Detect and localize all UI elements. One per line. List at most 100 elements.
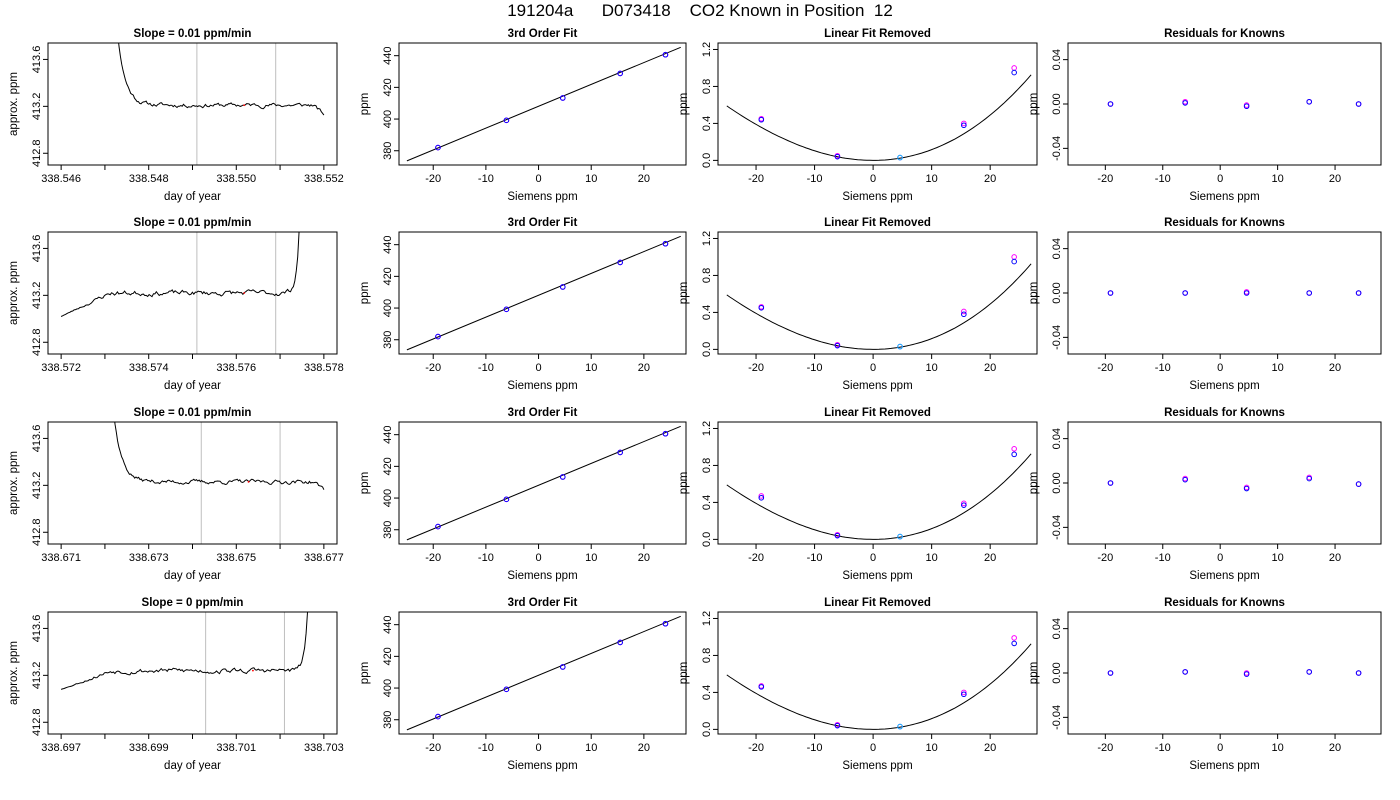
data-point-blue (617, 70, 623, 77)
plot-frame (47, 611, 338, 735)
data-point-blue (1182, 476, 1188, 483)
fit-curve (726, 263, 1032, 350)
x-tick-label: 0 (870, 552, 876, 564)
x-axis-label: Siemens ppm (1189, 380, 1259, 392)
x-tick-label: 20 (638, 362, 650, 374)
plot-area (1107, 289, 1362, 296)
y-tick-label: 0.0 (701, 342, 713, 357)
x-tick-label: 338.546 (41, 173, 81, 185)
x-tick-label: 338.574 (129, 362, 169, 374)
x-tick-label: -10 (478, 362, 494, 374)
y-tick-label: 412.8 (31, 709, 43, 737)
y-tick-label: 420 (382, 267, 394, 285)
x-axis-label: Siemens ppm (1189, 760, 1259, 772)
panel-title: 3rd Order Fit (508, 407, 578, 419)
plot-area (406, 425, 681, 541)
y-axis-label: ppm (1028, 282, 1040, 304)
x-tick-label: -10 (1155, 552, 1171, 564)
y-tick-label: 420 (382, 457, 394, 475)
panel-title: 3rd Order Fit (508, 217, 578, 229)
mean-marker (247, 480, 250, 483)
y-tick-label: 0.00 (1051, 662, 1063, 683)
plot-frame (47, 42, 338, 166)
x-tick-label: 0 (535, 742, 541, 754)
data-point-blue (503, 686, 510, 693)
y-tick-label: 440 (382, 615, 394, 633)
x-tick-label: -20 (748, 362, 764, 374)
data-point-blue (503, 496, 510, 503)
y-tick-label: 0.04 (1051, 618, 1063, 639)
x-tick-label: 10 (585, 552, 597, 564)
x-tick-label: 10 (585, 173, 597, 185)
data-point-blue (503, 117, 510, 124)
plot-frame (1067, 421, 1382, 545)
fit-curve (726, 643, 1032, 730)
plot-area (726, 254, 1032, 350)
y-axis-label: approx. ppm (8, 451, 20, 515)
data-point-magenta (1011, 65, 1017, 71)
data-point-blue (503, 306, 510, 313)
x-tick-label: -10 (1155, 173, 1171, 185)
data-point-blue (897, 343, 903, 350)
y-tick-label: 412.8 (31, 329, 43, 357)
plot-frame (1067, 611, 1382, 735)
fit-curve (726, 453, 1032, 540)
panel-1-0: Slope = 0.01 ppm/min 338.572 338.574 338.57… (8, 217, 344, 392)
y-tick-label: 380 (382, 142, 394, 160)
y-tick-label: 440 (382, 425, 394, 443)
x-axis-label: Siemens ppm (842, 760, 912, 772)
plot-area (726, 635, 1032, 730)
panel-title: 3rd Order Fit (508, 597, 578, 609)
x-tick-label: 0 (535, 173, 541, 185)
x-tick-label: 20 (1329, 552, 1341, 564)
panel-title: Linear Fit Removed (824, 597, 931, 609)
y-tick-label: 0.4 (701, 116, 713, 131)
y-tick-label: 0.04 (1051, 238, 1063, 259)
x-axis-label: Siemens ppm (842, 191, 912, 203)
data-point-blue (662, 240, 669, 247)
y-axis-label: ppm (1028, 472, 1040, 494)
x-tick-label: 338.699 (129, 742, 169, 754)
y-tick-label: 0.04 (1051, 49, 1063, 70)
x-tick-label: -20 (1097, 552, 1113, 564)
y-tick-label: 380 (382, 711, 394, 729)
plot-area (1107, 98, 1362, 110)
plot-area (406, 235, 681, 351)
plot-frame (398, 42, 687, 166)
x-tick-label: 20 (1329, 742, 1341, 754)
y-tick-label: 0.00 (1051, 93, 1063, 114)
x-tick-label: -10 (478, 552, 494, 564)
x-tick-label: 338.576 (216, 362, 256, 374)
mean-marker (252, 669, 254, 672)
data-point-blue (1107, 670, 1114, 676)
panel-title: Linear Fit Removed (824, 407, 931, 419)
panel-title: Slope = 0.01 ppm/min (134, 28, 252, 40)
data-point-blue (897, 533, 903, 540)
data-point-blue (758, 304, 765, 311)
x-tick-label: 338.671 (41, 552, 81, 564)
x-axis-label: day of year (164, 380, 221, 392)
panel-3-0: Slope = 0 ppm/min 338.697 338.699 338.701 33… (8, 597, 344, 772)
x-tick-label: -10 (478, 173, 494, 185)
data-point-blue (1011, 258, 1017, 265)
data-point-blue (1355, 670, 1362, 676)
y-tick-label: 0.4 (701, 685, 713, 700)
x-tick-label: 20 (984, 362, 996, 374)
y-tick-label: 0.4 (701, 495, 713, 510)
data-point-blue (1107, 290, 1114, 296)
y-tick-label: 0.8 (701, 268, 713, 283)
y-tick-label: 413.6 (31, 46, 43, 74)
data-point-blue (1306, 98, 1313, 105)
plot-area (60, 612, 309, 734)
x-tick-label: 338.701 (216, 742, 256, 754)
y-tick-label: 380 (382, 521, 394, 539)
plot-area (114, 422, 325, 544)
y-tick-label: 413.6 (31, 615, 43, 643)
y-axis-label: ppm (678, 472, 690, 494)
y-tick-label: 0.8 (701, 79, 713, 94)
plot-area (726, 65, 1032, 161)
x-tick-label: 0 (870, 173, 876, 185)
data-point-magenta (961, 308, 967, 315)
panel-0-2: Linear Fit Removed -20 -10 0 10 20 0.0 0.4 0.8 1.… (678, 28, 1038, 203)
data-point-blue (1011, 640, 1017, 647)
